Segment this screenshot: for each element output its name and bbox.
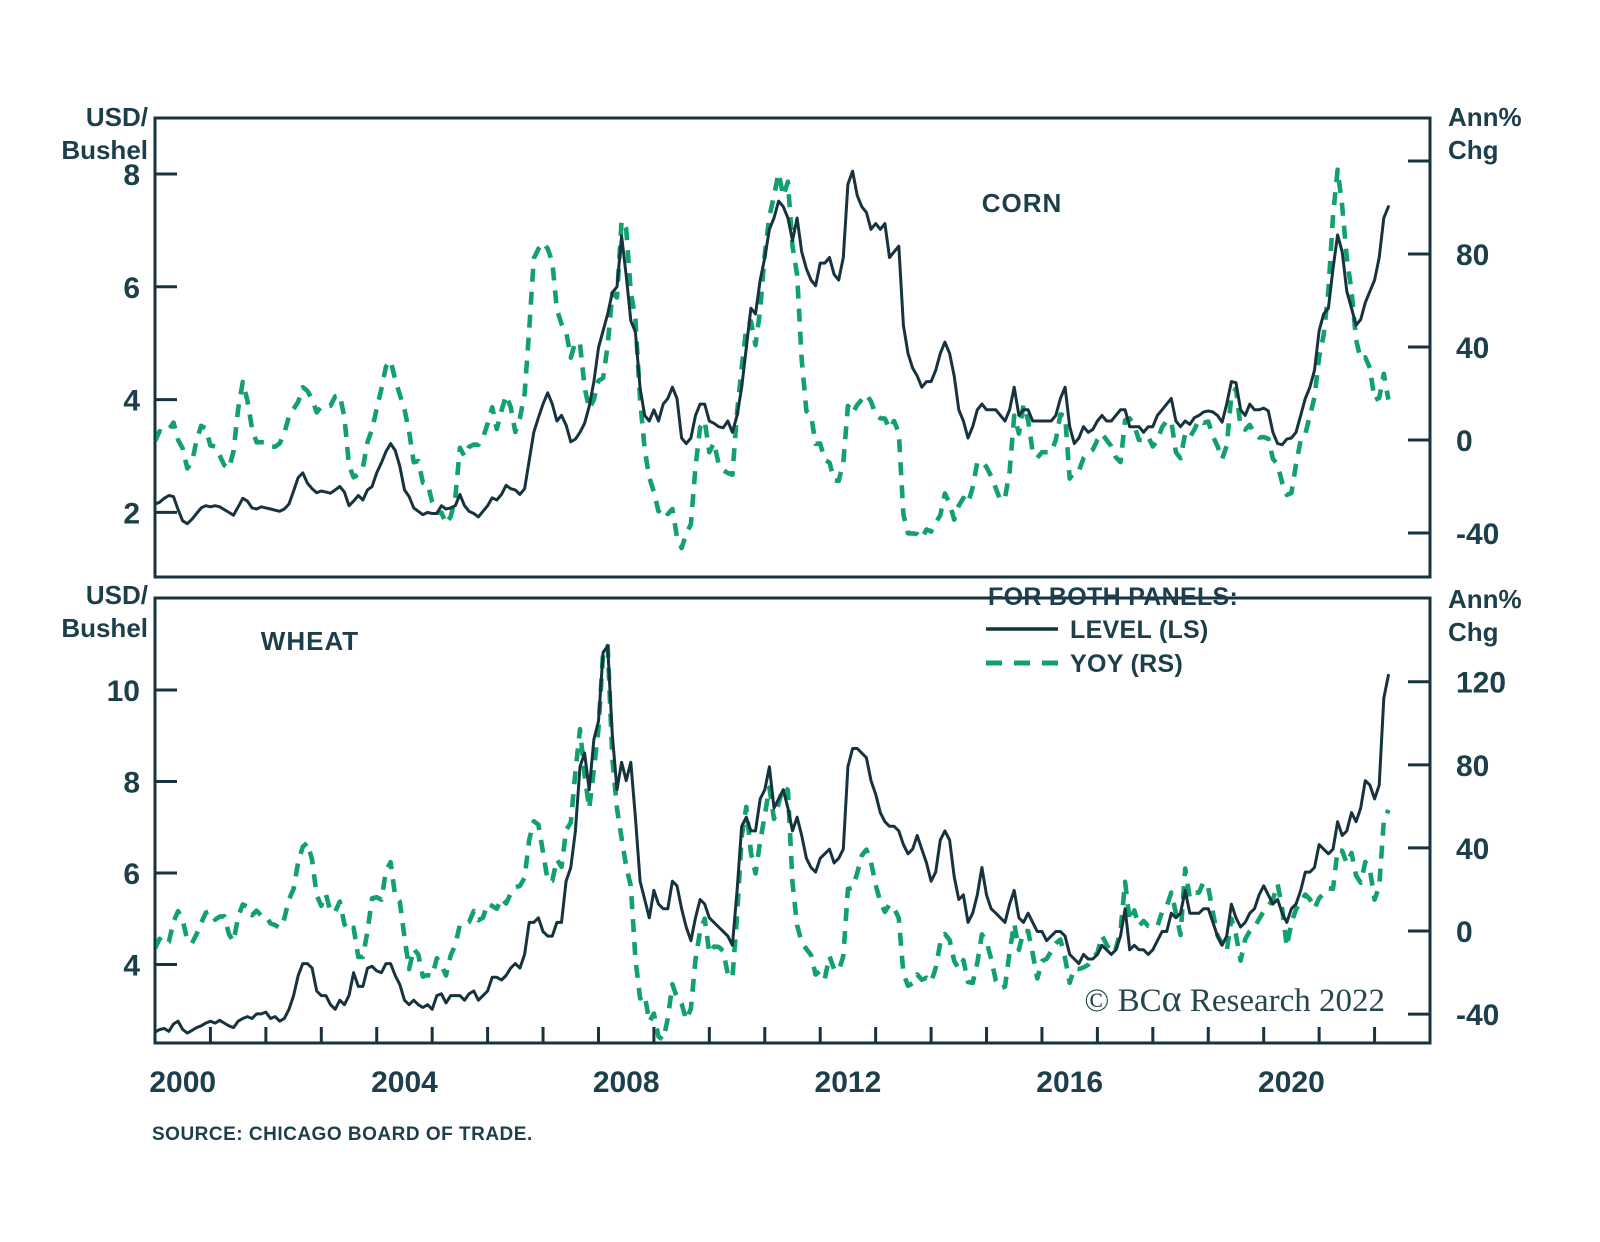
corn-panel-title: CORN	[982, 188, 1063, 218]
corn-yoy-line	[156, 167, 1391, 551]
y-axis-tick-label: 0	[1456, 916, 1473, 949]
y-axis-tick-label: -40	[1456, 518, 1499, 551]
source-note: SOURCE: CHICAGO BOARD OF TRADE.	[152, 1124, 533, 1145]
wheat-panel-frame	[153, 596, 1432, 1045]
series-lines	[156, 167, 1391, 1042]
corn-left-axis-unit-line1: USD/	[86, 102, 148, 132]
y-axis-tick-label: 8	[123, 766, 140, 799]
y-axis-tick-label: 80	[1456, 750, 1489, 783]
y-axis-tick-label: -40	[1456, 999, 1499, 1032]
wheat-yoy-line	[156, 643, 1391, 1042]
legend: FOR BOTH PANELS: LEVEL (LS) YOY (RS)	[986, 583, 1238, 678]
x-axis-year-label: 2004	[371, 1066, 438, 1099]
y-axis-tick-label: 10	[107, 675, 140, 708]
y-axis-tick-label: 6	[123, 858, 140, 891]
y-axis-tick-label: 120	[1456, 667, 1506, 700]
wheat-left-axis-unit-line1: USD/	[86, 580, 148, 610]
y-axis-tick-label: 40	[1456, 332, 1489, 365]
legend-yoy-label: YOY (RS)	[1070, 650, 1183, 678]
wheat-level-line	[156, 644, 1390, 1035]
x-axis-year-label: 2008	[593, 1066, 660, 1099]
x-axis-year-label: 2020	[1258, 1066, 1325, 1099]
y-axis-tick-label: 4	[123, 385, 140, 418]
y-axis-tick-label: 80	[1456, 239, 1489, 272]
wheat-panel-title: WHEAT	[261, 626, 359, 656]
legend-level-label: LEVEL (LS)	[1070, 616, 1209, 644]
y-axis-tick-label: 40	[1456, 833, 1489, 866]
legend-title: FOR BOTH PANELS:	[988, 583, 1238, 611]
wheat-left-axis-unit-line2: Bushel	[61, 613, 148, 643]
corn-panel-frame	[153, 116, 1432, 579]
x-axis-year-label: 2000	[149, 1066, 216, 1099]
y-axis-tick-label: 4	[123, 949, 140, 982]
axis-ticks	[156, 159, 1429, 1042]
corn-left-axis-unit-line2: Bushel	[61, 135, 148, 165]
corn-level-line	[156, 169, 1390, 526]
x-axis-year-label: 2012	[815, 1066, 882, 1099]
axis-tick-labels: 8 6 4 2 80 40 0 -40 10 8 6 4 120 80 40 0 -40 2000 2004 2008…	[107, 159, 1506, 1099]
x-axis-year-label: 2016	[1036, 1066, 1103, 1099]
y-axis-tick-label: 8	[123, 159, 140, 192]
y-axis-tick-label: 0	[1456, 425, 1473, 458]
y-axis-tick-label: 2	[123, 497, 140, 530]
corn-right-axis-unit-line1: Ann%	[1448, 102, 1522, 132]
y-axis-tick-label: 6	[123, 272, 140, 305]
copyright-mark: © BCα Research 2022	[1084, 978, 1385, 1020]
corn-right-axis-unit-line2: Chg	[1448, 135, 1499, 165]
wheat-right-axis-unit-line1: Ann%	[1448, 584, 1522, 614]
wheat-right-axis-unit-line2: Chg	[1448, 617, 1499, 647]
